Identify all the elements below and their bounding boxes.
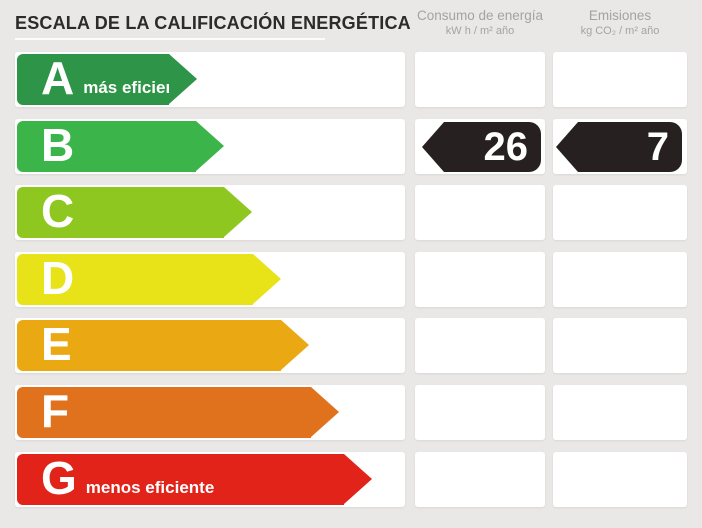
- rating-letter-e: E: [41, 317, 72, 370]
- rating-arrow-f: F: [17, 387, 339, 438]
- rating-letter-b: B: [41, 118, 75, 171]
- consumo-cell-c: [415, 185, 545, 240]
- consumo-cell-g: [415, 452, 545, 507]
- emisiones-cell-c: [553, 185, 687, 240]
- rating-row-a: A más eficiente: [0, 52, 702, 107]
- emisiones-value-marker: 7: [556, 121, 682, 172]
- title-underline: [15, 38, 325, 40]
- rating-arrow-a: A más eficiente: [17, 54, 197, 105]
- consumo-column-header: Consumo de energía kW h / m² año: [415, 7, 545, 39]
- emisiones-marker-tip: [556, 121, 578, 172]
- rating-arrow-b: B: [17, 121, 224, 172]
- rating-arrow-d: D: [17, 254, 281, 305]
- emisiones-cell-f: [553, 385, 687, 440]
- rating-row-g: G menos eficiente: [0, 452, 702, 507]
- arrow-tip-d: [253, 254, 281, 304]
- rating-arrow-c: C: [17, 187, 252, 238]
- most-efficient-label: más eficiente: [83, 78, 191, 97]
- emisiones-cell-d: [553, 252, 687, 307]
- emisiones-cell-e: [553, 318, 687, 373]
- emisiones-value: 7: [646, 124, 669, 169]
- emisiones-cell-a: [553, 52, 687, 107]
- consumo-value-marker: 26: [422, 121, 541, 172]
- rating-letter-g: G: [41, 451, 77, 504]
- least-efficient-label: menos eficiente: [85, 478, 215, 497]
- emisiones-cell-g: [553, 452, 687, 507]
- rating-letter-a: A: [41, 51, 75, 104]
- emisiones-column-header: Emisiones kg CO₂ / m² año: [553, 7, 687, 39]
- consumo-header-unit: kW h / m² año: [445, 25, 515, 37]
- rating-row-d: D: [0, 252, 702, 307]
- rating-row-f: F: [0, 385, 702, 440]
- arrow-tip-c: [224, 187, 252, 237]
- consumo-header-label: Consumo de energía: [416, 8, 544, 23]
- rating-arrow-g: G menos eficiente: [17, 454, 372, 505]
- emisiones-header-unit: kg CO₂ / m² año: [580, 25, 660, 37]
- consumo-cell-f: [415, 385, 545, 440]
- consumo-cell-e: [415, 318, 545, 373]
- rating-row-b: B 26 7: [0, 119, 702, 174]
- consumo-cell-a: [415, 52, 545, 107]
- rating-row-c: C: [0, 185, 702, 240]
- arrow-tip-g: [344, 454, 372, 504]
- rating-letter-d: D: [41, 251, 75, 304]
- consumo-marker-tip: [422, 121, 444, 172]
- arrow-tip-f: [311, 387, 339, 437]
- arrow-tip-b: [196, 121, 224, 171]
- rating-letter-f: F: [41, 384, 70, 437]
- arrow-tip-e: [281, 320, 309, 370]
- consumo-cell-d: [415, 252, 545, 307]
- page-title: ESCALA DE LA CALIFICACIÓN ENERGÉTICA: [15, 13, 411, 33]
- rating-arrow-e: E: [17, 320, 309, 371]
- arrow-tip-a: [169, 54, 197, 104]
- consumo-value: 26: [483, 124, 529, 169]
- rating-letter-c: C: [41, 184, 75, 237]
- rating-row-e: E: [0, 318, 702, 373]
- emisiones-header-label: Emisiones: [588, 8, 652, 23]
